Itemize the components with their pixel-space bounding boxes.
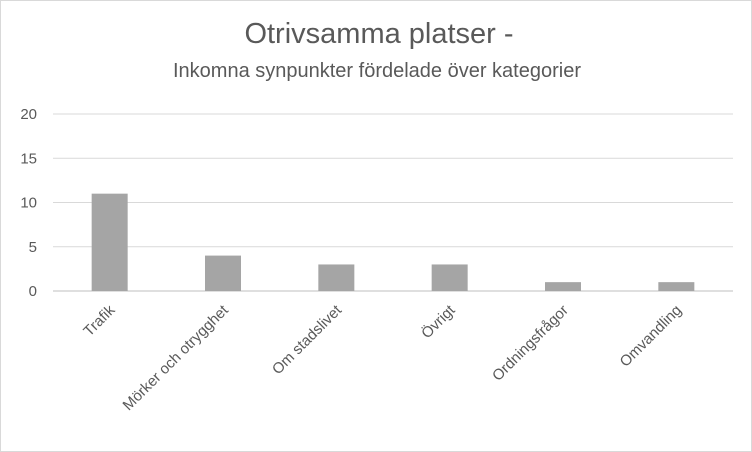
y-tick-label: 20 <box>20 106 37 123</box>
bar-5 <box>658 282 695 291</box>
chart-subtitle: Inkomna synpunkter fördelade över katego… <box>173 60 581 82</box>
category-label: Om stadslivet <box>269 301 346 378</box>
category-label: Övrigt <box>417 301 459 343</box>
bar-4 <box>545 282 581 291</box>
bar-1 <box>205 255 241 291</box>
y-tick-label: 15 <box>20 150 37 167</box>
y-tick-label: 10 <box>20 195 37 212</box>
bar-3 <box>431 264 468 291</box>
chart-title: Otrivsamma platser - <box>244 18 513 50</box>
category-label: Omvandling <box>617 302 686 371</box>
y-tick-label: 5 <box>29 239 37 256</box>
bar-2 <box>318 264 355 291</box>
y-tick-label: 0 <box>29 283 37 300</box>
category-label: Trafik <box>80 301 118 339</box>
category-label: Ordningsfrågor <box>489 302 572 385</box>
category-label: Mörker och otrygghet <box>120 301 233 414</box>
bar-0 <box>91 193 128 291</box>
